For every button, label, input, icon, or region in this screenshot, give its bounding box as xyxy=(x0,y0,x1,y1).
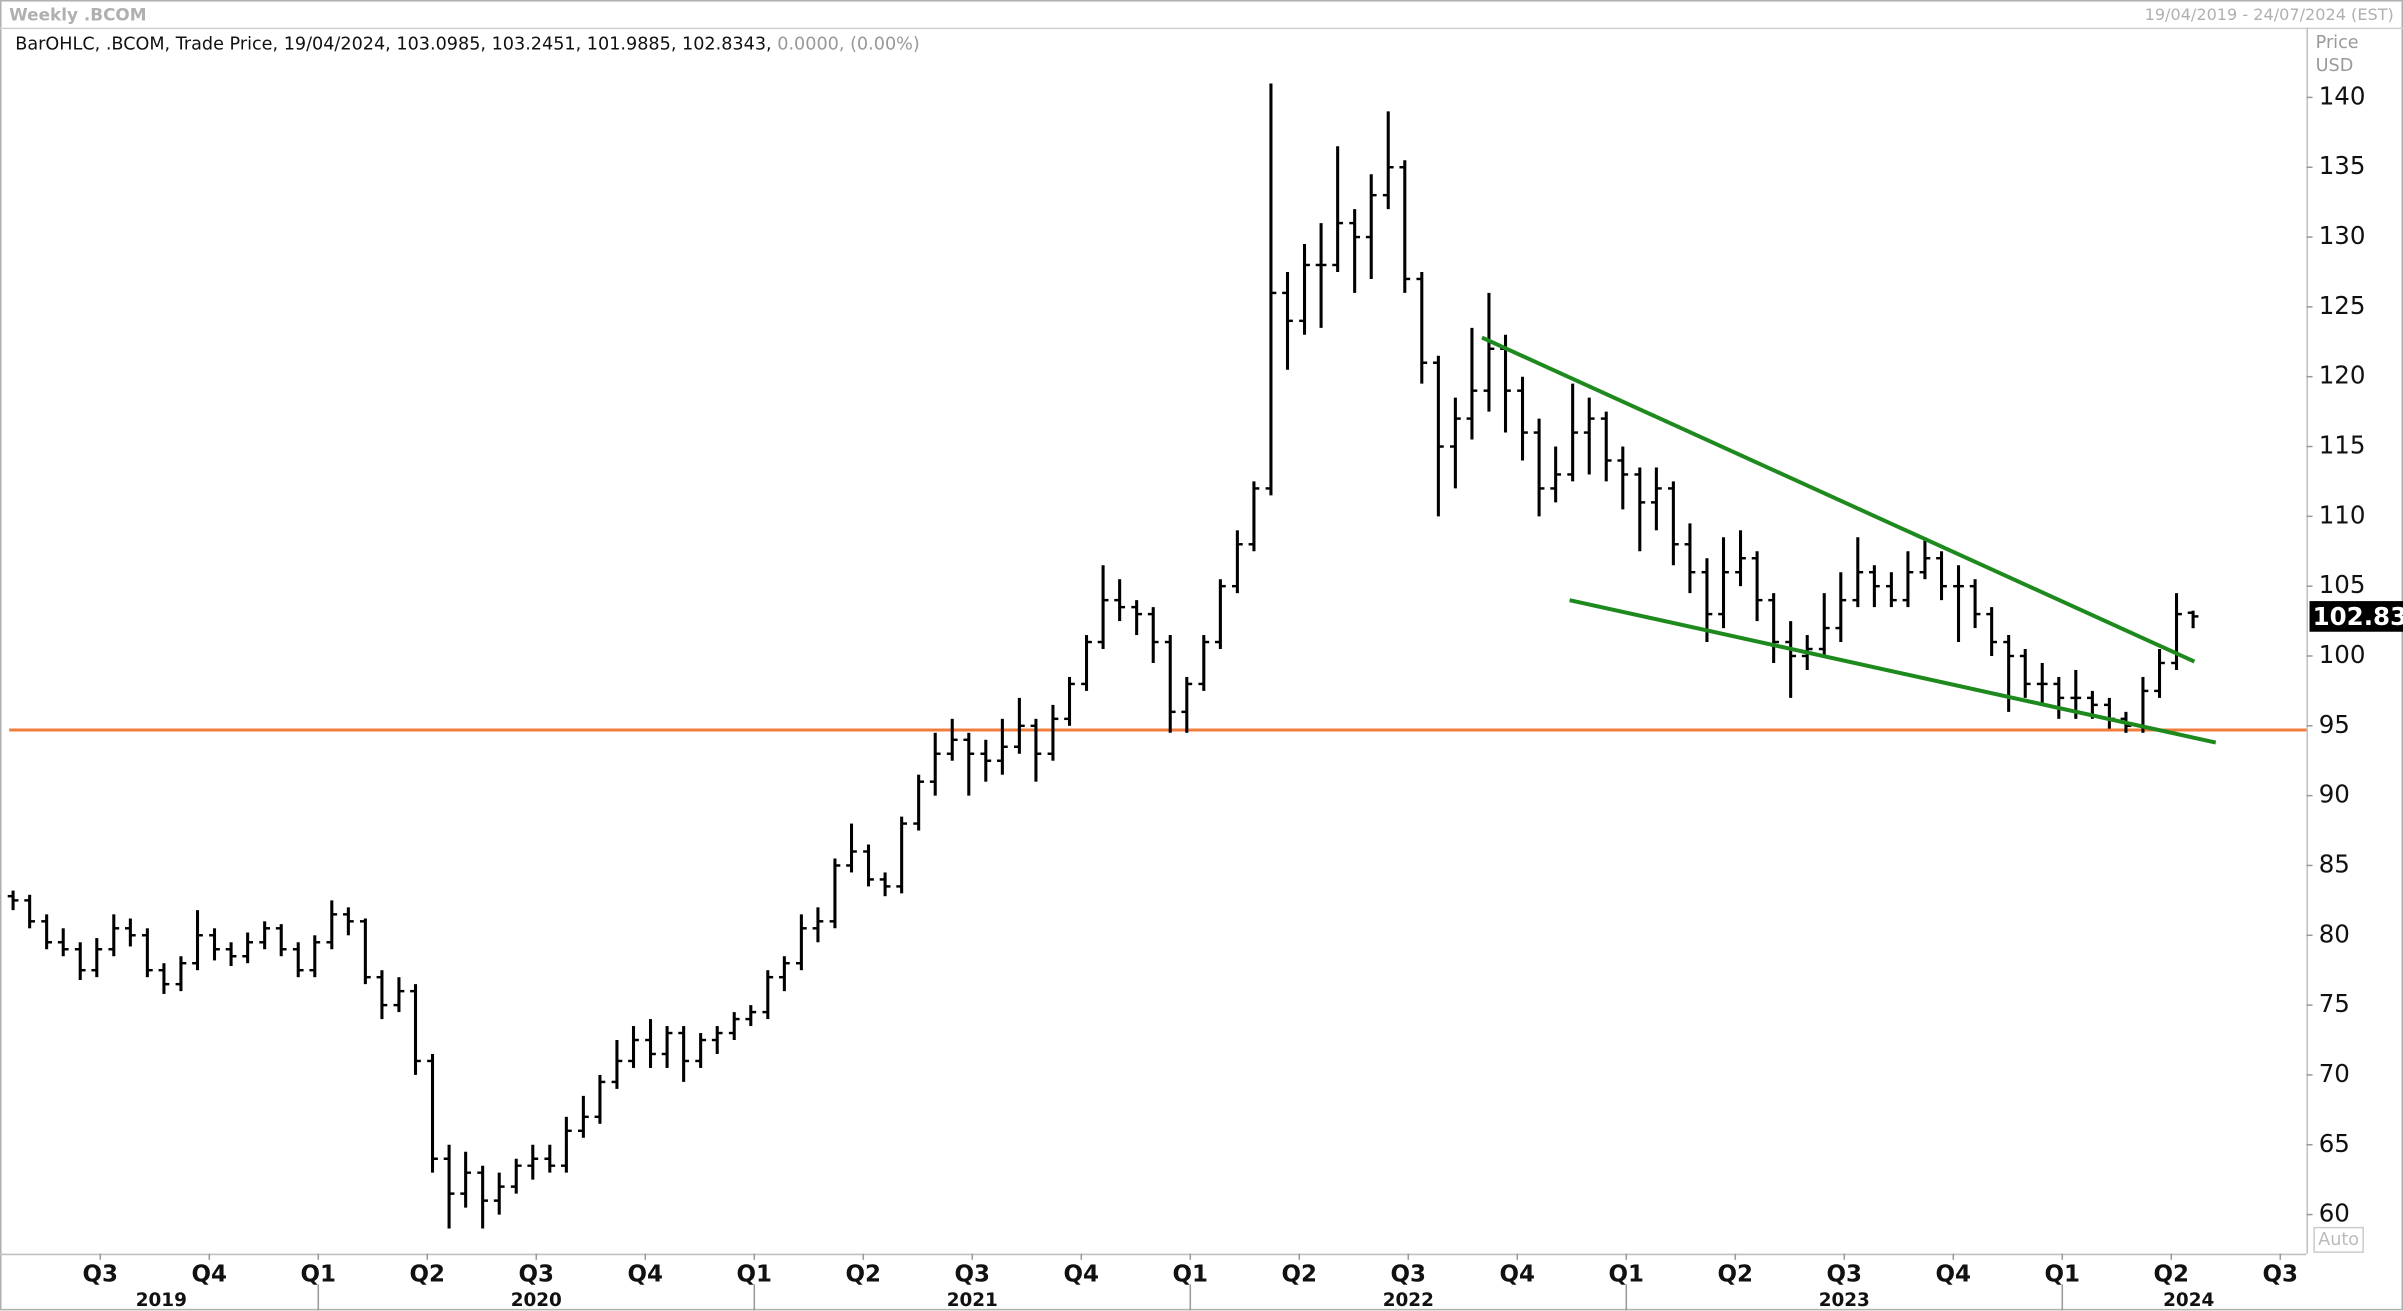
y-axis-label: Price xyxy=(2316,33,2359,53)
date-range: 19/04/2019 - 24/07/2024 (EST) xyxy=(2145,5,2394,24)
year-label: 2021 xyxy=(947,1290,998,1311)
y-tick-label: 130 xyxy=(2319,221,2366,250)
y-tick-label: 85 xyxy=(2319,849,2350,878)
x-tick-label: Q2 xyxy=(1282,1262,1318,1288)
x-tick-label: Q4 xyxy=(1500,1262,1536,1288)
year-label: 2024 xyxy=(2163,1290,2214,1311)
x-tick-label: Q2 xyxy=(2154,1262,2190,1288)
last-price-tag xyxy=(2309,601,2403,632)
x-tick-label: Q3 xyxy=(519,1262,555,1288)
y-tick-label: 95 xyxy=(2319,710,2350,739)
x-tick-label: Q3 xyxy=(955,1262,991,1288)
y-tick-label: 125 xyxy=(2319,291,2366,320)
x-tick-label: Q3 xyxy=(1391,1262,1427,1288)
year-label: 2023 xyxy=(1819,1290,1870,1311)
y-tick-label: 65 xyxy=(2319,1129,2350,1158)
y-tick-label: 115 xyxy=(2319,431,2366,460)
series xyxy=(7,83,2307,1229)
x-tick-label: Q4 xyxy=(628,1262,664,1288)
change-text: 0.0000, (0.00%) xyxy=(777,34,919,54)
year-label: 2020 xyxy=(511,1290,562,1311)
y-tick-label: 75 xyxy=(2319,989,2350,1018)
x-tick-label: Q1 xyxy=(301,1262,337,1288)
x-tick-label: Q1 xyxy=(2045,1262,2081,1288)
x-tick-label: Q3 xyxy=(2263,1262,2299,1288)
plot-area: 60 65 70 75 80 85 90 95 100 105 110 115 120 125 130 135… xyxy=(7,81,2366,1311)
chart-title: Weekly .BCOM xyxy=(9,4,146,24)
y-tick-label: 90 xyxy=(2319,780,2350,809)
y-tick-label: 70 xyxy=(2319,1059,2350,1088)
x-tick-label: Q2 xyxy=(410,1262,446,1288)
x-tick-label: Q4 xyxy=(1936,1262,1972,1288)
y-tick-label: 100 xyxy=(2319,640,2366,669)
y-tick-label: 110 xyxy=(2319,500,2366,529)
trend-line xyxy=(1569,598,2217,745)
y-tick-label: 60 xyxy=(2319,1199,2350,1228)
y-tick-label: 120 xyxy=(2319,361,2366,390)
info-line: BarOHLC, .BCOM, Trade Price, 19/04/2024,… xyxy=(15,34,919,54)
x-tick-label: Q4 xyxy=(192,1262,228,1288)
year-label: 2019 xyxy=(136,1290,187,1311)
y-axis-unit: USD xyxy=(2316,56,2354,76)
x-tick-label: Q2 xyxy=(846,1262,882,1288)
y-tick-label: 135 xyxy=(2319,151,2366,180)
auto-button[interactable] xyxy=(2313,1226,2364,1253)
x-tick-label: Q1 xyxy=(1609,1262,1645,1288)
x-tick-label: Q3 xyxy=(1827,1262,1863,1288)
y-tick-label: 105 xyxy=(2319,570,2366,599)
info-text: BarOHLC, .BCOM, Trade Price, 19/04/2024,… xyxy=(15,34,771,54)
x-tick-label: Q3 xyxy=(83,1262,119,1288)
x-tick-label: Q2 xyxy=(1718,1262,1754,1288)
x-tick-label: Q1 xyxy=(1173,1262,1209,1288)
auto-button-label[interactable]: Auto xyxy=(2318,1230,2359,1250)
y-tick-label: 80 xyxy=(2319,919,2350,948)
x-tick-label: Q1 xyxy=(737,1262,773,1288)
x-tick-label: Q4 xyxy=(1064,1262,1100,1288)
y-tick-label: 140 xyxy=(2319,81,2366,110)
trend-line xyxy=(1481,335,2196,664)
year-label: 2022 xyxy=(1383,1290,1434,1311)
last-price-label: 102.83 xyxy=(2313,602,2403,631)
